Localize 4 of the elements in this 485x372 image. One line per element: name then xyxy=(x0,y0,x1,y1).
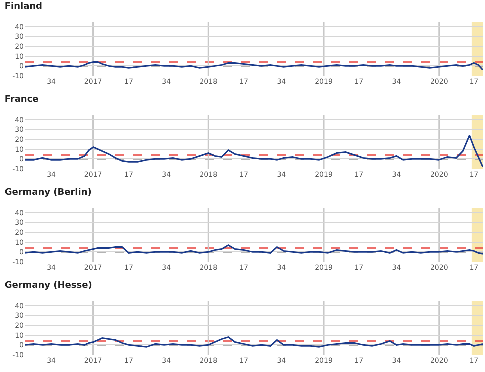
chart-title: France xyxy=(4,95,39,106)
chart-title: Finland xyxy=(4,2,43,12)
chart-title: Germany (Hesse) xyxy=(4,281,92,292)
chart-title: Germany (Berlin) xyxy=(4,188,92,198)
